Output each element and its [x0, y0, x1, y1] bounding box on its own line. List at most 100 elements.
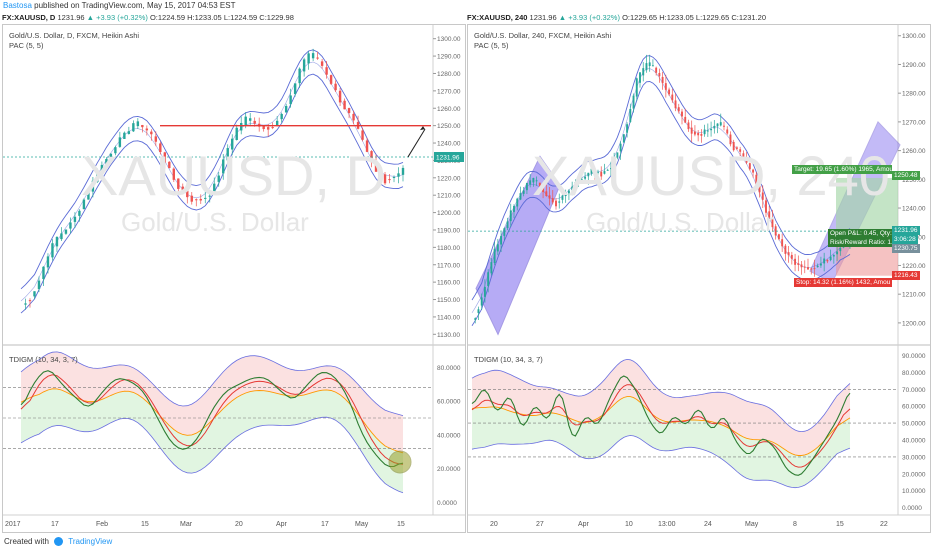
candle-up [616, 152, 619, 158]
candle-down [593, 171, 596, 173]
candle-down [739, 149, 742, 152]
candle-down [266, 127, 270, 130]
candle-down [361, 130, 364, 140]
target-tag: Target: 19.65 (1.60%) 1965, Amou [792, 165, 892, 174]
candle-down [684, 116, 687, 123]
price-axis-label: 1300.00 [437, 36, 461, 43]
candle-up [401, 167, 405, 175]
price-axis-label: 1290.00 [902, 62, 926, 69]
countdown-tag: 3:06:28 [892, 235, 918, 244]
candle-down [374, 160, 378, 172]
stop-price-tag: 1216.43 [892, 271, 920, 280]
left-chart-panel[interactable]: 1300.00 1290.00 1280.00 1270.00 1260.00 1250.… [2, 24, 466, 533]
candle-down [674, 100, 677, 109]
left-tdi-label: TDIGM (10, 34, 3, 7) [9, 355, 78, 364]
candle-up [105, 159, 108, 167]
candle-down [774, 226, 777, 236]
candle-down [177, 178, 180, 189]
time-axis-label: 22 [880, 521, 888, 528]
candle-down [347, 108, 351, 113]
candle-down [352, 113, 355, 121]
candle-down [334, 83, 337, 91]
candle-down [803, 266, 806, 268]
candle-down [555, 200, 557, 207]
candle-up [829, 256, 832, 261]
candle-down [813, 268, 816, 270]
tradingview-brand[interactable]: TradingView [68, 537, 113, 546]
tdi-midline [471, 396, 851, 456]
candle-down [271, 127, 274, 129]
candle-down [548, 195, 551, 199]
time-axis-label: Apr [578, 521, 590, 528]
candle-down [338, 90, 342, 103]
candle-down [794, 258, 797, 265]
candle-up [100, 164, 104, 175]
candle-down [790, 254, 793, 259]
tdi-upper-band [471, 358, 851, 433]
tdi-axis-label: 20.0000 [902, 471, 926, 478]
candle-down [172, 168, 175, 180]
price-axis-label: 1260.00 [902, 148, 926, 155]
arrow-head-icon [420, 126, 425, 131]
price-axis-label: 1170.00 [437, 262, 460, 269]
candle-up [819, 263, 822, 266]
candle-down [542, 186, 545, 193]
candle-up [249, 118, 252, 121]
candle-up [204, 197, 207, 199]
right-symbol[interactable]: FX:XAUUSD, 240 [467, 13, 528, 22]
pac-lower-line [20, 73, 404, 314]
candle-down [693, 131, 696, 135]
candle-down [761, 192, 764, 200]
candle-up [289, 95, 292, 105]
price-axis-label: 1160.00 [437, 280, 460, 287]
candle-down [365, 140, 369, 152]
candle-down [658, 72, 661, 77]
candle-up [503, 228, 506, 236]
candle-down [748, 163, 751, 170]
candle-up [46, 256, 50, 268]
time-axis-label: 24 [704, 521, 712, 528]
left-chart-title: Gold/U.S. Dollar, D, FXCM, Heikin Ashi [9, 31, 140, 40]
candle-down [145, 128, 149, 131]
candle-up [37, 280, 41, 290]
candle-up [597, 171, 599, 173]
candle-down [388, 179, 391, 181]
candle-up [587, 172, 590, 177]
candle-up [629, 108, 632, 122]
candle-down [163, 152, 167, 163]
candle-down [661, 76, 664, 84]
candle-up [244, 116, 247, 126]
candle-down [668, 89, 671, 95]
candle-up [713, 125, 716, 129]
right-chart-panel[interactable]: 1300.00 1290.00 1280.00 1270.00 1260.00 1250.… [467, 24, 931, 533]
candle-up [710, 128, 713, 131]
left-symbol[interactable]: FX:XAUUSD, D [2, 13, 56, 22]
pac-upper-line [20, 49, 404, 290]
time-axis-label: 15 [397, 521, 405, 528]
publish-bar: Bastosa published on TradingView.com, Ma… [0, 0, 932, 12]
left-price: 1231.96 [57, 13, 85, 22]
candle-up [639, 72, 641, 83]
last-price-badge [434, 152, 464, 163]
tdi-axis-label: 20.0000 [437, 466, 461, 473]
candle-up [493, 248, 496, 264]
price-axis-label: 1290.00 [437, 54, 461, 61]
candle-up [525, 182, 528, 191]
price-axis-label: 1240.00 [437, 141, 461, 148]
right-change: ▲ +3.93 (+0.32%) [558, 13, 620, 22]
candle-down [771, 217, 774, 228]
tdi-rsi-line [471, 375, 851, 476]
candle-up [222, 159, 225, 174]
candle-up [118, 137, 122, 147]
price-axis-label: 1260.00 [437, 106, 461, 113]
tdi-upper-fill [21, 351, 403, 453]
candle-down [687, 122, 690, 130]
candle-down [655, 67, 658, 73]
candle-up [280, 113, 283, 120]
candle-up [648, 62, 651, 67]
candle-up [574, 182, 577, 187]
candle-up [311, 53, 315, 59]
candle-up [816, 265, 819, 268]
author-link[interactable]: Bastosa [3, 1, 32, 10]
candle-down [800, 264, 803, 268]
